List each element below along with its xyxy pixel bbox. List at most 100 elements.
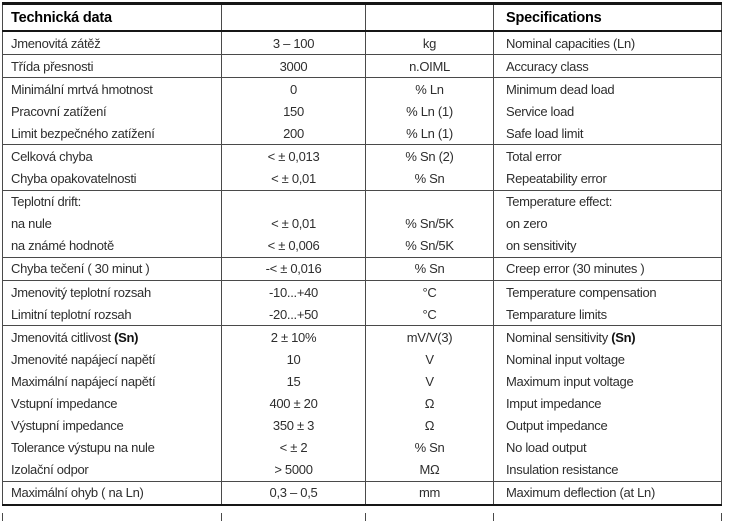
cell-value: 2 ± 10% xyxy=(221,325,366,349)
cell-spec: Insulation resistance xyxy=(493,458,722,482)
cell-spec: Imput impedance xyxy=(493,392,722,415)
cell-unit: MΩ xyxy=(365,458,494,482)
cell-unit: kg xyxy=(365,31,494,56)
cell-unit: Ω xyxy=(365,392,494,415)
cell-value: < ± 0,006 xyxy=(221,234,366,258)
cell-value: > 5000 xyxy=(221,458,366,482)
cell-unit: mm xyxy=(365,481,494,506)
table-row: Maximální ohyb ( na Ln) 0,3 – 0,5 mm Maximu… xyxy=(2,481,722,506)
cell-label: Jmenovitá citlivost (Sn) xyxy=(11,329,139,345)
cell-unit: % Ln xyxy=(365,77,494,101)
cell-unit: % Ln (1) xyxy=(365,100,494,123)
table-row: Pracovní zatížení 150% Ln (1) Service load xyxy=(3,100,722,123)
cell-label: Jmenovitá zátěž xyxy=(2,31,222,56)
table-row: Jmenovitá citlivost (Sn) 2 ± 10% mV/V(3) No… xyxy=(3,325,722,349)
cell-label: na nule xyxy=(11,216,52,232)
table-row: na známé hodnotě < ± 0,006% Sn/5K on sensi… xyxy=(2,234,722,258)
cell-value: -< ± 0,016 xyxy=(221,257,366,282)
spec-table: Technická data Specifications Jmenovitá … xyxy=(2,2,722,506)
table-row: Limit bezpečného zatížení 200% Ln (1) Safe… xyxy=(2,122,722,146)
cell-unit: % Sn xyxy=(365,257,494,282)
cell-value: 10 xyxy=(221,348,366,371)
cell-unit: % Sn/5K xyxy=(365,212,494,235)
cell-value: 200 xyxy=(221,122,366,146)
cell-spec: Accuracy class xyxy=(493,54,722,79)
cell-label: Teplotní drift: xyxy=(11,194,81,210)
header-value-column xyxy=(221,3,366,32)
table-row: Jmenovitá zátěž 3 – 100 kg Nominal capaciti… xyxy=(2,31,722,56)
cell-unit: % Sn/5K xyxy=(365,234,494,258)
table-row: Tolerance výstupu na nule < ± 2% Sn No loa… xyxy=(3,436,722,459)
cell-unit: n.OIML xyxy=(365,54,494,79)
cell-spec: on sensitivity xyxy=(493,234,722,258)
cell-label: Maximální ohyb ( na Ln) xyxy=(2,481,222,506)
cell-value: 350 ± 3 xyxy=(221,414,366,437)
cell-value: < ± 0,013 xyxy=(221,144,366,168)
cell-unit: °C xyxy=(365,280,494,304)
cell-label: Celková chyba xyxy=(11,149,93,165)
table-row: Maximální napájecí napětí 15 V Maximum inpu… xyxy=(3,370,722,393)
cell-label: Výstupní impedance xyxy=(11,418,124,434)
table-grid-stub xyxy=(721,513,722,521)
table-row: Výstupní impedance 350 ± 3 Ω Output impedan… xyxy=(3,414,722,437)
cell-spec: Total error xyxy=(493,144,722,168)
table-row: Minimální mrtvá hmotnost 0% Ln Minimum dea… xyxy=(3,77,722,101)
cell-unit: % Sn (2) xyxy=(365,144,494,168)
cell-value: 3 – 100 xyxy=(221,31,366,56)
table-body: Jmenovitá zátěž 3 – 100 kg Nominal capaciti… xyxy=(2,31,722,506)
table-row: Jmenovitý teplotní rozsah -10...+40 °C Temp… xyxy=(3,280,722,304)
table-row: Teplotní drift: Temperature effect: xyxy=(3,190,722,213)
table-row: Chyba opakovatelnosti < ± 0,01% Sn Repeata… xyxy=(2,167,722,191)
cell-spec: on zero xyxy=(493,212,722,235)
cell-label: Chyba opakovatelnosti xyxy=(2,167,222,191)
cell-spec: Service load xyxy=(493,100,722,123)
cell-spec: Nominal input voltage xyxy=(493,348,722,371)
cell-unit: Ω xyxy=(365,414,494,437)
cell-label: Maximální napájecí napětí xyxy=(11,373,156,389)
cell-label: Limitní teplotní rozsah xyxy=(2,303,222,327)
cell-value: 3000 xyxy=(221,54,366,79)
header-specs-title: Specifications xyxy=(493,3,722,32)
cell-label: Minimální mrtvá hmotnost xyxy=(11,81,153,97)
cell-spec: Temperature effect: xyxy=(493,190,722,213)
cell-unit: V xyxy=(365,348,494,371)
table-row: Chyba tečení ( 30 minut ) -< ± 0,016% Sn C… xyxy=(2,257,722,282)
cell-label: Jmenovité napájecí napětí xyxy=(11,351,156,367)
cell-value: 15 xyxy=(221,370,366,393)
table-header-row: Technická data Specifications xyxy=(2,3,722,32)
cell-label: Třída přesnosti xyxy=(2,54,222,79)
cell-value: 150 xyxy=(221,100,366,123)
cell-spec: Creep error (30 minutes ) xyxy=(493,257,722,282)
table-row: Třída přesnosti 3000 n.OIML Accuracy class xyxy=(2,54,722,79)
table-row: Celková chyba < ± 0,013% Sn (2) Total erro… xyxy=(3,144,722,168)
cell-value: -20...+50 xyxy=(221,303,366,327)
table-grid-stub xyxy=(365,513,366,521)
cell-value xyxy=(221,190,366,213)
table-row: na nule < ± 0,01% Sn/5K on zero xyxy=(3,212,722,235)
cell-unit: % Sn xyxy=(365,436,494,459)
cell-value: < ± 0,01 xyxy=(221,167,366,191)
cell-unit: V xyxy=(365,370,494,393)
table-row: Izolační odpor > 5000 MΩ Insulation resista… xyxy=(2,458,722,482)
cell-value: 0 xyxy=(221,77,366,101)
cell-spec: Temparature limits xyxy=(493,303,722,327)
cell-label: na známé hodnotě xyxy=(2,234,222,258)
cell-spec: Output impedance xyxy=(493,414,722,437)
cell-spec: No load output xyxy=(493,436,722,459)
cell-unit: % Sn xyxy=(365,167,494,191)
cell-unit xyxy=(365,190,494,213)
table-grid-stub xyxy=(493,513,494,521)
cell-label: Tolerance výstupu na nule xyxy=(11,440,155,456)
cell-unit: % Ln (1) xyxy=(365,122,494,146)
cell-spec: Repeatability error xyxy=(493,167,722,191)
cell-unit: mV/V(3) xyxy=(365,325,494,349)
cell-spec: Maximum input voltage xyxy=(493,370,722,393)
cell-label: Pracovní zatížení xyxy=(11,103,107,119)
cell-label: Jmenovitý teplotní rozsah xyxy=(11,284,151,300)
cell-spec: Temperature compensation xyxy=(493,280,722,304)
cell-spec: Nominal capacities (Ln) xyxy=(493,31,722,56)
cell-value: 0,3 – 0,5 xyxy=(221,481,366,506)
table-row: Jmenovité napájecí napětí 10 V Nominal inpu… xyxy=(3,348,722,371)
table-grid-stub xyxy=(2,513,3,521)
cell-value: < ± 2 xyxy=(221,436,366,459)
